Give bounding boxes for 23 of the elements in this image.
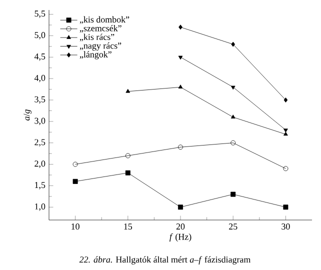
y-tick-label: 5,5: [34, 10, 46, 18]
legend-label: „szemcsék”: [80, 24, 122, 33]
x-tick-label: 30: [282, 224, 290, 230]
y-tick-label: 5,0: [34, 32, 46, 40]
y-tick-label: 4,0: [34, 74, 46, 82]
y-tick-label: 2,5: [34, 139, 46, 147]
x-tick-label: 20: [176, 224, 185, 230]
legend-label: „lángok”: [80, 51, 112, 60]
legend-label: „nagy rács”: [80, 42, 122, 51]
x-tick-label: 10: [72, 224, 80, 230]
x-axis-title: f (Hz): [170, 233, 192, 242]
y-tick-label: 3,0: [34, 118, 46, 126]
x-tick-label: 15: [124, 224, 132, 230]
y-tick-label: 1,0: [35, 203, 46, 211]
text: 22. ábra. Hallgatók által mért a–f fázisdiagram: [79, 256, 251, 264]
x-tick-label: 25: [229, 224, 238, 230]
y-tick-label: 4,5: [34, 53, 46, 61]
y-axis-title: a/g: [24, 110, 32, 120]
y-tick-label: 3,5: [34, 96, 46, 104]
legend-label: „kis dombok”: [80, 16, 130, 24]
y-tick-label: 1,5: [35, 182, 46, 190]
y-tick-label: 2,0: [34, 160, 46, 168]
legend-label: „kis rács”: [80, 34, 114, 42]
